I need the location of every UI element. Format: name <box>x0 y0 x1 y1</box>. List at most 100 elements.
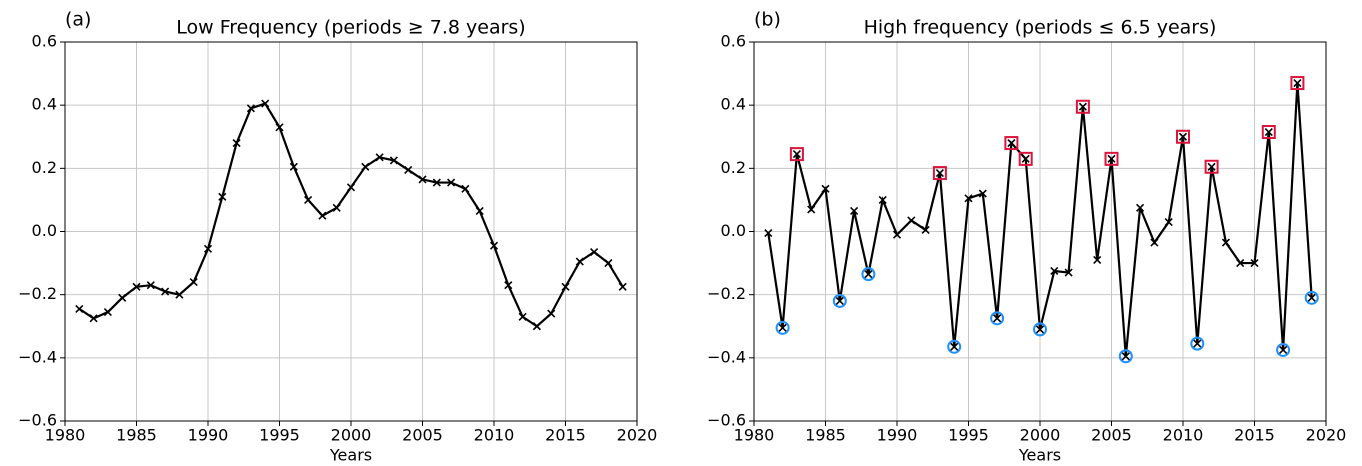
y-tick-label: −0.6 <box>18 411 57 430</box>
highlight-square <box>932 166 947 181</box>
marker-x <box>575 257 584 266</box>
y-tick-label: 0.4 <box>32 95 57 114</box>
x-tick-label: 1990 <box>877 426 918 445</box>
marker-x <box>1193 339 1202 348</box>
marker-x <box>1264 127 1273 137</box>
marker-x <box>1035 325 1045 334</box>
marker-x <box>232 139 241 148</box>
marker-x <box>950 342 959 351</box>
marker-x <box>964 194 973 203</box>
marker-x <box>389 156 398 165</box>
marker-x <box>1221 238 1230 247</box>
marker-x <box>146 281 155 290</box>
marker-x <box>189 277 198 287</box>
marker-x <box>978 189 987 198</box>
marker-x <box>778 323 787 332</box>
plot-frame <box>753 41 1327 422</box>
marker-x <box>1164 217 1173 227</box>
marker-x <box>864 270 873 279</box>
marker-x <box>1207 162 1216 171</box>
highlight-circle <box>1190 336 1205 351</box>
marker-x <box>1178 132 1188 141</box>
marker-x <box>275 123 284 132</box>
highlight-circle <box>1276 342 1291 357</box>
highlight-square <box>1004 136 1019 151</box>
y-tick-label: 0.6 <box>32 32 57 51</box>
marker-x <box>1307 293 1316 302</box>
marker-x <box>246 104 255 113</box>
marker-x <box>878 195 887 204</box>
x-tick-label: 1985 <box>116 426 157 445</box>
marker-x <box>1107 154 1116 163</box>
marker-x <box>361 162 370 171</box>
marker-x <box>475 206 484 216</box>
marker-x <box>203 244 213 253</box>
highlight-square <box>1176 129 1190 144</box>
marker-x <box>561 282 570 291</box>
y-tick-label: 0.4 <box>721 95 746 114</box>
marker-x <box>821 184 830 193</box>
marker-x <box>907 216 916 225</box>
x-tick-label: 1980 <box>734 426 775 445</box>
x-tick-label: 2020 <box>617 426 658 445</box>
highlight-square <box>1261 125 1276 140</box>
highlight-circle <box>990 311 1005 326</box>
x-tick-label: 1985 <box>805 426 846 445</box>
chart-title: High frequency (periods ≤ 6.5 years) <box>864 17 1217 39</box>
marker-x <box>807 205 816 214</box>
highlight-circle <box>1118 349 1133 364</box>
panel-label: (b) <box>754 9 781 31</box>
x-tick-label: 2010 <box>1163 426 1204 445</box>
x-tick-label: 1995 <box>259 426 300 445</box>
x-tick-label: 2000 <box>331 426 372 445</box>
highlight-circle <box>947 339 962 354</box>
marker-x <box>604 259 613 268</box>
highlight-square <box>1075 99 1090 114</box>
x-axis-label: Years <box>1018 446 1061 465</box>
plot-frame <box>64 41 638 422</box>
marker-x <box>1050 266 1059 276</box>
marker-x <box>75 304 84 313</box>
marker-x <box>547 309 556 318</box>
marker-x <box>792 150 801 159</box>
y-tick-label: 0.0 <box>32 221 57 240</box>
marker-x <box>89 314 98 323</box>
x-axis-label: Years <box>329 446 372 465</box>
marker-x <box>418 175 427 184</box>
marker-x <box>892 230 902 239</box>
y-tick-label: −0.2 <box>707 284 746 303</box>
y-tick-label: 0.2 <box>721 158 746 177</box>
highlight-square <box>789 147 804 162</box>
marker-x <box>1078 102 1087 111</box>
y-tick-label: 0.0 <box>721 221 746 240</box>
marker-x <box>489 241 499 250</box>
marker-x <box>1064 268 1073 277</box>
x-tick-label: 1990 <box>188 426 229 445</box>
highlight-square <box>1290 76 1305 91</box>
marker-x <box>504 281 513 290</box>
marker-x <box>518 312 527 321</box>
marker-x <box>289 162 298 171</box>
marker-x <box>935 169 944 178</box>
marker-x <box>1136 203 1145 212</box>
x-tick-label: 2005 <box>1091 426 1132 445</box>
marker-x <box>1093 255 1102 264</box>
marker-x <box>375 153 384 162</box>
highlight-square <box>1204 159 1219 174</box>
highlight-circle <box>861 267 876 282</box>
marker-x <box>218 192 227 201</box>
marker-x <box>103 307 112 317</box>
marker-x <box>1250 259 1259 268</box>
marker-x <box>261 99 270 108</box>
marker-x <box>1021 154 1030 163</box>
marker-x <box>532 322 541 331</box>
x-tick-label: 1995 <box>948 426 989 445</box>
highlight-square <box>1018 151 1033 166</box>
marker-x <box>1150 238 1159 247</box>
marker-x <box>590 247 599 257</box>
y-tick-label: −0.2 <box>18 284 57 303</box>
marker-x <box>618 282 627 291</box>
marker-x <box>175 290 184 299</box>
highlight-square <box>1104 151 1119 166</box>
y-tick-label: 0.2 <box>32 158 57 177</box>
